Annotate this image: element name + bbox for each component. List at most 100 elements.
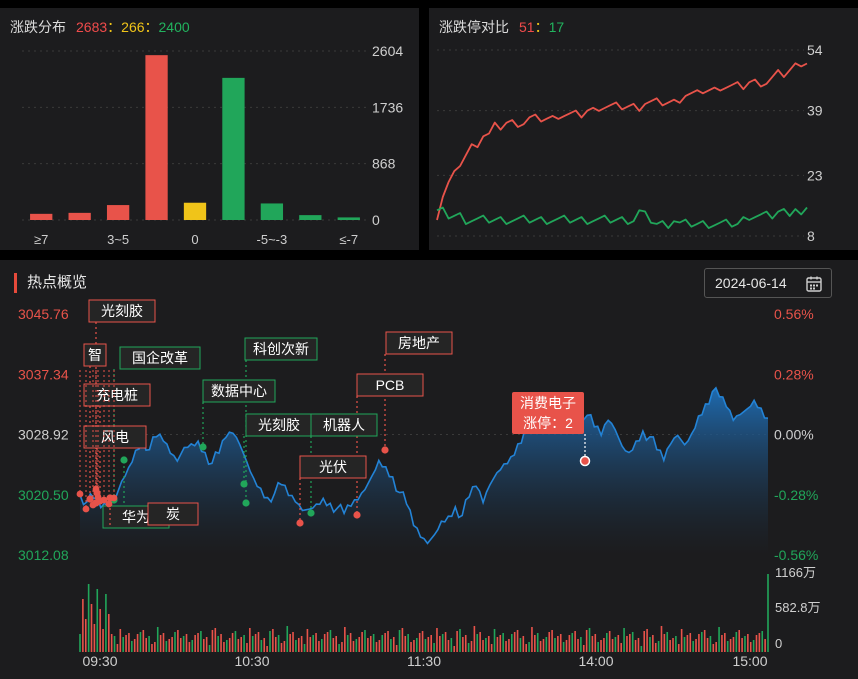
volume-bar (200, 631, 202, 652)
hot-tag-PCB: PCB (376, 377, 405, 393)
volume-bar (188, 642, 191, 652)
volume-bar (738, 630, 741, 652)
hot-tag-box (385, 331, 453, 355)
volume-bar (554, 638, 556, 652)
volume-bar (361, 632, 363, 652)
volume-bar (559, 634, 562, 652)
y-tick-label: 2604 (372, 43, 403, 59)
volume-bar (700, 632, 703, 652)
volume-bar (528, 642, 530, 652)
date-value: 2024-06-14 (715, 275, 787, 291)
volume-bar (119, 629, 122, 652)
volume-bar (148, 636, 150, 652)
volume-bar (580, 637, 582, 652)
volume-bar (755, 635, 758, 652)
y-tick-label: 54 (807, 42, 823, 58)
tag-dot (120, 456, 128, 464)
volume-bar (139, 632, 142, 652)
volume-bar (338, 644, 340, 652)
hot-tag-国企改革: 国企改革 (132, 350, 188, 366)
volume-bar (274, 637, 277, 652)
volume-bar (577, 639, 579, 652)
volume-bar (735, 632, 738, 652)
volume-bar (226, 640, 228, 652)
x-tick-label: 0 (191, 232, 198, 247)
volume-bar (286, 626, 289, 652)
volume-bar (179, 638, 182, 652)
volume-bar (263, 638, 266, 652)
volume-bar (493, 629, 496, 652)
y-tick-label: 23 (807, 167, 823, 183)
volume-bar (113, 636, 116, 652)
y-tick-label: 1736 (372, 99, 403, 115)
tag-dot (89, 501, 97, 509)
volume-bar (502, 633, 504, 652)
volume-bar (395, 645, 398, 652)
volume-bar (744, 636, 746, 652)
tag-dot (240, 480, 248, 488)
volume-bar (292, 632, 294, 652)
volume-bar (332, 638, 335, 652)
volume-bar (709, 636, 712, 652)
index-line (79, 386, 769, 545)
volume-bar (732, 637, 735, 652)
volume-bar (634, 640, 637, 652)
volume-bar (513, 632, 516, 652)
right-tick-label: 0.00% (774, 427, 814, 443)
volume-bar (646, 629, 648, 652)
volume-bar (427, 637, 430, 652)
volume-bar (177, 630, 179, 652)
volume-bar (695, 639, 697, 652)
hot-tag-房地产: 房地产 (398, 335, 440, 351)
volume-bar (217, 636, 219, 652)
limit-down-line (436, 206, 808, 230)
volume-bar (505, 641, 507, 652)
volume-bar (499, 635, 502, 652)
volume-bar (297, 638, 300, 652)
volume-bar (677, 644, 680, 652)
volume-bar (79, 634, 81, 652)
volume-bar (525, 644, 527, 652)
tag-dot (100, 496, 108, 504)
volume-bar (485, 638, 487, 652)
x-tick-label: 3~5 (107, 232, 129, 247)
hot-tag-box (244, 337, 318, 361)
volume-bar (764, 639, 766, 652)
volume-bar (156, 627, 159, 652)
hot-tag-光伏: 光伏 (319, 459, 347, 475)
volume-bar (548, 632, 551, 652)
volume-bar (280, 643, 283, 652)
volume-bar (303, 644, 306, 652)
volume-bar (260, 640, 263, 652)
volume-bar (686, 635, 689, 652)
volume-bar (390, 639, 392, 652)
volume-bar (617, 635, 620, 652)
tag-dot (353, 511, 361, 519)
volume-bar (266, 646, 268, 652)
volume-bar (254, 634, 257, 652)
volume-bar (355, 639, 358, 652)
volume-bar (447, 640, 450, 652)
volume-bar (151, 644, 153, 652)
volume-bar (295, 640, 297, 652)
volume-bar (464, 635, 467, 652)
left-tick-label: 3045.76 (18, 306, 69, 322)
limit-up-count: 51 (519, 19, 535, 35)
date-picker[interactable]: 2024-06-14 (704, 268, 832, 298)
distribution-title: 涨跌分布 2683：266：2400 (10, 17, 190, 37)
volume-bar (174, 632, 176, 652)
calendar-icon[interactable] (805, 275, 823, 296)
volume-bar (444, 632, 447, 652)
volume-bar (534, 635, 536, 652)
hot-tag-box (83, 343, 107, 367)
hot-tag-box (88, 299, 156, 323)
volume-bar (629, 634, 631, 652)
volume-bar (654, 643, 657, 652)
volume-bar (249, 628, 251, 652)
hot-tag-box (202, 379, 276, 403)
volume-bar (611, 639, 614, 652)
volume-bar (487, 636, 490, 652)
x-tick-label: ≥7 (34, 232, 48, 247)
volume-bar (436, 628, 438, 652)
hot-tag-充电桩: 充电桩 (96, 387, 138, 403)
